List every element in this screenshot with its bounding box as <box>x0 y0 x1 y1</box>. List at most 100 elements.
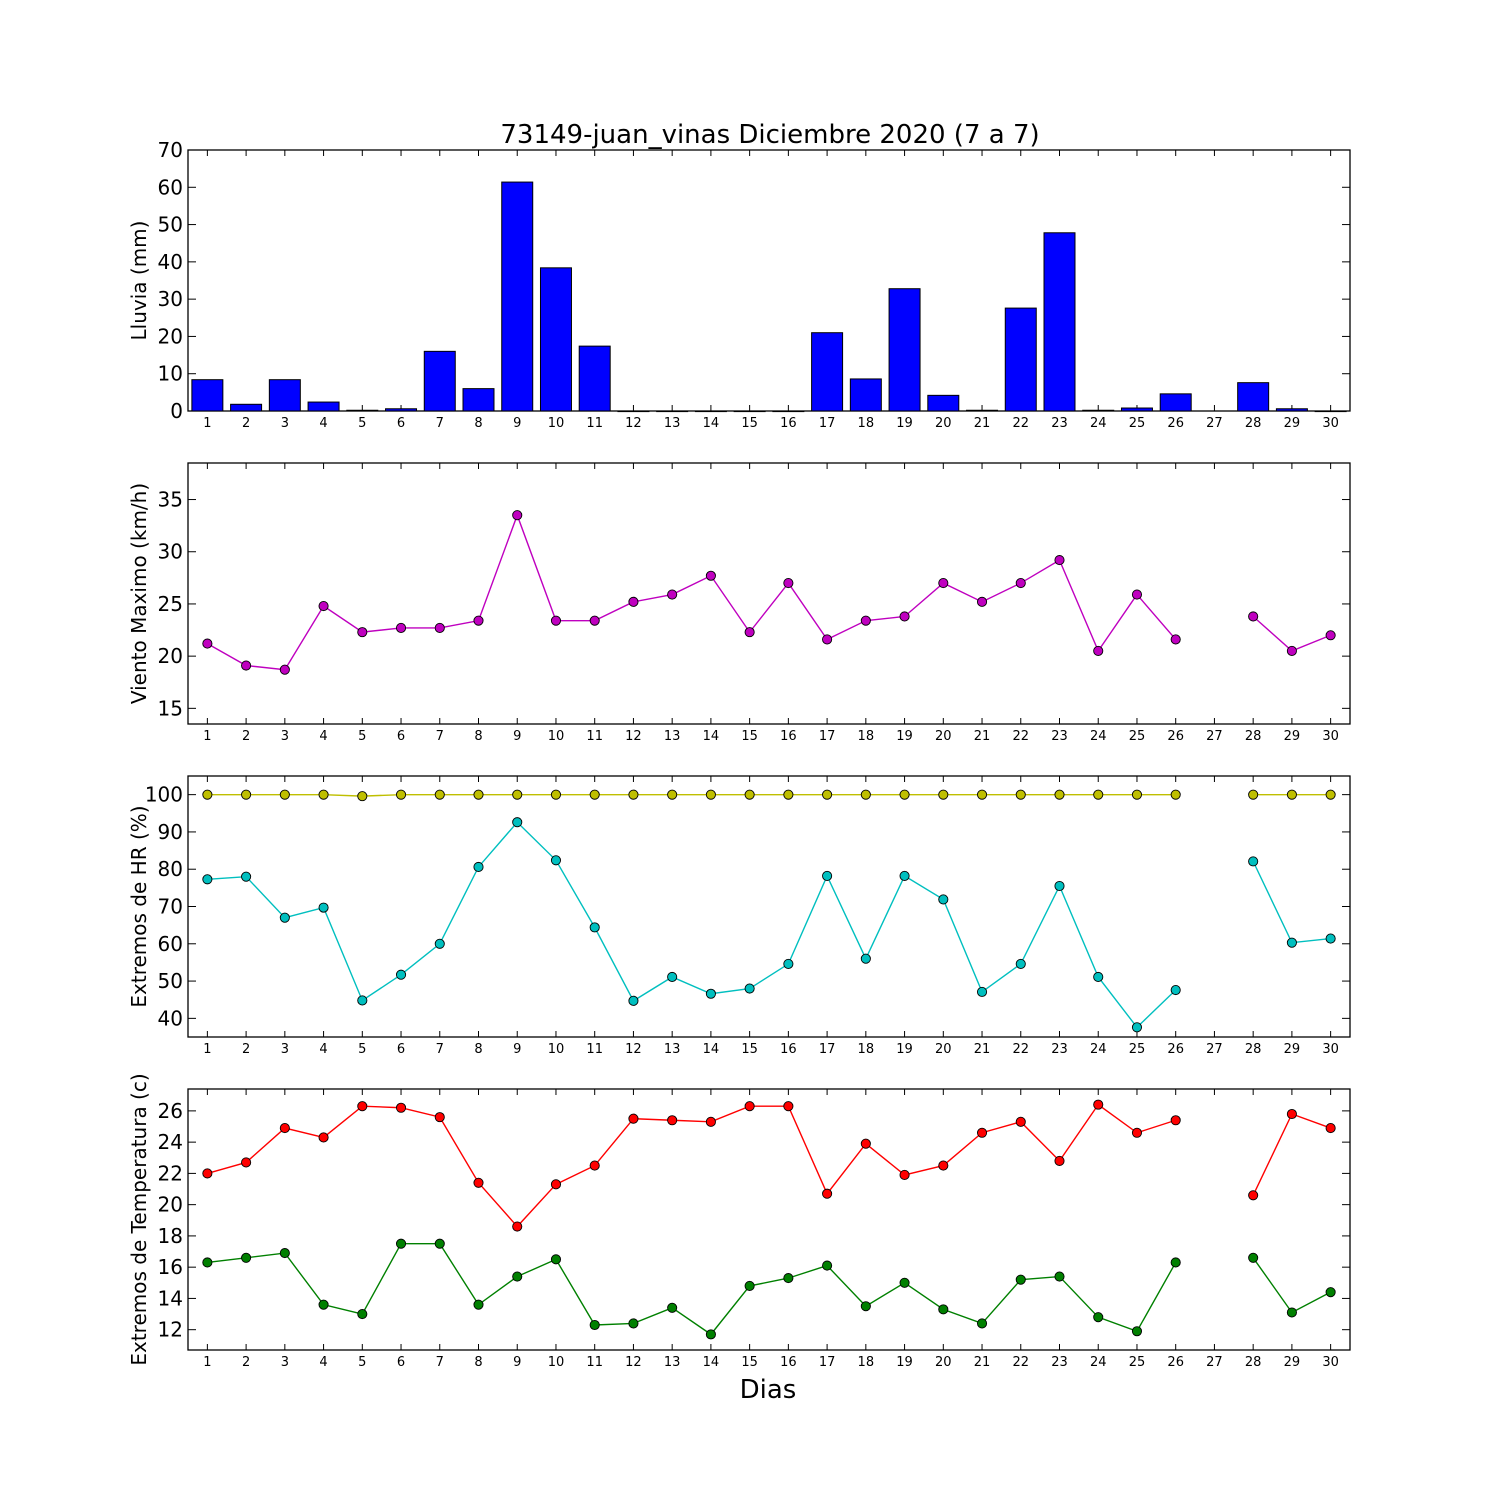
humidity-series-0-point <box>473 789 484 800</box>
humidity-series-1-point <box>1131 1022 1143 1033</box>
wind-ytick-label: 15 <box>158 696 183 720</box>
rain-xtick-label: 7 <box>436 416 444 431</box>
humidity-series-0-point <box>1248 789 1259 800</box>
humidity-series-0-point <box>1325 789 1336 800</box>
wind-xtick-label: 9 <box>513 729 521 744</box>
wind-xtick-label: 25 <box>1129 729 1146 744</box>
rain-xtick-label: 16 <box>780 416 797 431</box>
temperature-xtick-label: 4 <box>319 1355 327 1370</box>
rain-bar <box>1275 408 1308 412</box>
temperature-xtick-label: 25 <box>1129 1355 1146 1370</box>
humidity-series-1-point <box>860 953 871 964</box>
temperature-series-1-point <box>1131 1326 1143 1337</box>
wind-xtick-label: 24 <box>1090 729 1107 744</box>
temperature-series-0-point <box>434 1112 445 1123</box>
humidity-ytick-label: 90 <box>158 820 183 844</box>
rain-bar <box>1159 393 1192 412</box>
rain-ytick-label: 10 <box>158 362 183 386</box>
wind-xtick-label: 2 <box>242 729 250 744</box>
wind-series-0-point <box>822 634 833 645</box>
humidity-xtick-label: 23 <box>1051 1042 1068 1057</box>
humidity-series-1-point <box>1286 937 1297 948</box>
rain-xtick-label: 17 <box>819 416 836 431</box>
temperature-xtick-label: 14 <box>703 1355 720 1370</box>
rain-xtick-label: 29 <box>1284 416 1301 431</box>
wind-series-0-point <box>938 578 949 589</box>
temperature-xtick-label: 26 <box>1167 1355 1184 1370</box>
humidity-xtick-label: 8 <box>474 1042 482 1057</box>
temperature-ytick-label: 22 <box>158 1161 183 1185</box>
humidity-series-0-point <box>512 789 523 800</box>
wind-xtick-label: 19 <box>896 729 913 744</box>
wind-xtick-label: 12 <box>625 729 642 744</box>
temperature-series-1-point <box>667 1302 678 1313</box>
temperature-series-1-point <box>473 1299 484 1310</box>
humidity-xtick-label: 18 <box>858 1042 875 1057</box>
rain-xtick-label: 26 <box>1167 416 1184 431</box>
temperature-xtick-label: 18 <box>858 1355 875 1370</box>
rain-xtick-label: 18 <box>858 416 875 431</box>
humidity-xtick-label: 24 <box>1090 1042 1107 1057</box>
wind-xtick-label: 26 <box>1167 729 1184 744</box>
temperature-series-0-point <box>822 1188 833 1199</box>
humidity-series-0-point <box>1093 789 1104 800</box>
wind-series-0-point <box>357 627 368 638</box>
wind-series-0-point <box>279 664 290 675</box>
temperature-series-0-point <box>1325 1123 1336 1134</box>
temperature-xtick-label: 22 <box>1012 1355 1029 1370</box>
humidity-xtick-label: 25 <box>1129 1042 1146 1057</box>
temperature-series-1-point <box>202 1257 213 1268</box>
temperature-ytick-label: 18 <box>158 1224 183 1248</box>
rain-ytick-label: 0 <box>170 399 183 423</box>
temperature-series-0-point <box>512 1221 523 1232</box>
wind-xtick-label: 8 <box>474 729 482 744</box>
rain-bar <box>578 345 611 412</box>
wind-xtick-label: 28 <box>1245 729 1262 744</box>
humidity-xtick-label: 15 <box>741 1042 758 1057</box>
wind-series-0-point <box>1131 589 1143 600</box>
temperature-series-1-point <box>705 1329 716 1340</box>
humidity-ylabel: Extremos de HR (%) <box>127 805 151 1007</box>
temperature-series-1-point <box>938 1304 949 1315</box>
rain-xtick-label: 15 <box>741 416 758 431</box>
rain-xtick-label: 20 <box>935 416 952 431</box>
rain-xtick-label: 5 <box>358 416 366 431</box>
humidity-series-1-point <box>395 969 407 980</box>
rain-xtick-label: 2 <box>242 416 250 431</box>
rain-bar <box>230 403 263 412</box>
temperature-xtick-label: 29 <box>1284 1355 1301 1370</box>
temperature-series-0-point <box>860 1138 871 1149</box>
rain-bar <box>346 409 379 412</box>
temperature-ytick-label: 20 <box>158 1193 183 1217</box>
wind-xtick-label: 18 <box>858 729 875 744</box>
temperature-series-0-point <box>279 1123 290 1134</box>
humidity-series-1-point <box>976 986 988 997</box>
wind-xtick-label: 16 <box>780 729 797 744</box>
temperature-xtick-label: 7 <box>436 1355 444 1370</box>
rain-xtick-label: 9 <box>513 416 521 431</box>
rain-xtick-label: 6 <box>397 416 405 431</box>
humidity-series-1-point <box>589 922 600 933</box>
rain-xtick-label: 4 <box>319 416 327 431</box>
temperature-xtick-label: 6 <box>397 1355 405 1370</box>
rain-ytick-label: 60 <box>158 175 183 199</box>
temperature-series-0-point <box>241 1157 252 1168</box>
rain-xtick-label: 3 <box>281 416 289 431</box>
humidity-xtick-label: 3 <box>281 1042 289 1057</box>
humidity-series-0-point <box>395 789 407 800</box>
wind-xtick-label: 17 <box>819 729 836 744</box>
wind-ytick-label: 20 <box>158 644 183 668</box>
temperature-xtick-label: 24 <box>1090 1355 1107 1370</box>
humidity-xtick-label: 28 <box>1245 1042 1262 1057</box>
rain-bar <box>1120 407 1153 412</box>
wind-ylabel: Viento Maximo (km/h) <box>127 483 151 704</box>
wind-ytick-label: 35 <box>158 488 183 512</box>
temperature-series-0-point <box>1015 1116 1026 1127</box>
rain-bar <box>772 410 805 413</box>
wind-series-0-point <box>783 578 794 589</box>
humidity-series-0-point <box>938 789 949 800</box>
temperature-series-1-point <box>589 1319 600 1331</box>
